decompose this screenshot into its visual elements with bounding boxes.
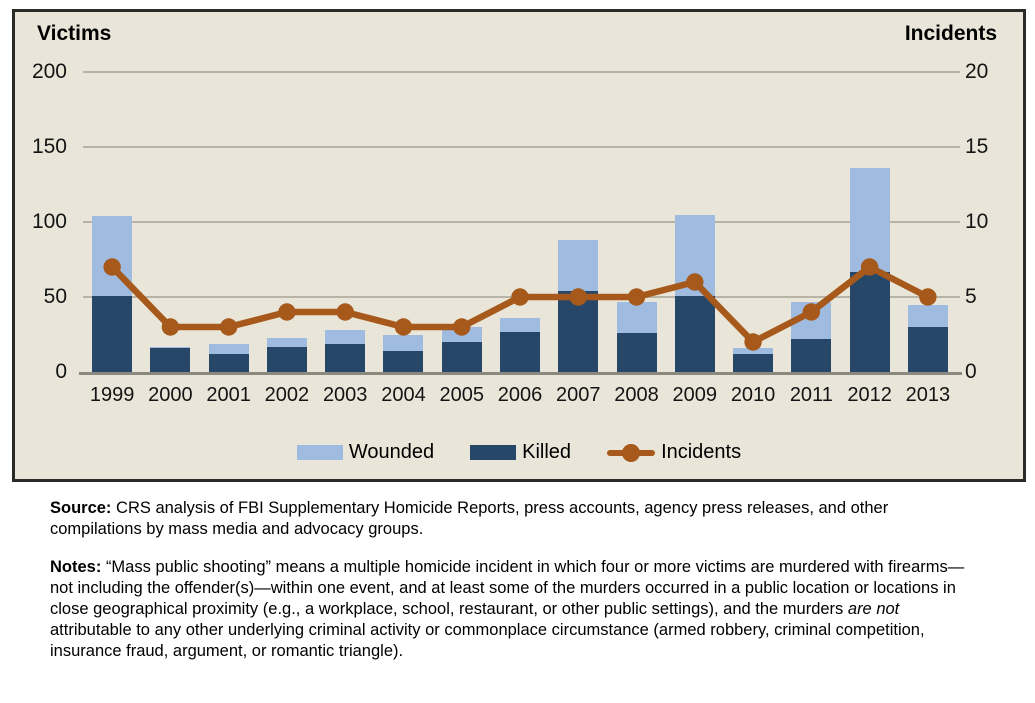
- bar-wounded-2002: [266, 337, 307, 347]
- left-tick-100: 100: [31, 210, 67, 233]
- gridline-150: [83, 146, 960, 148]
- chart-legend: Wounded Killed Incidents: [15, 441, 1023, 464]
- bar-killed-2004: [383, 351, 424, 372]
- x-label-2010: 2010: [730, 384, 776, 406]
- bar-killed-2008: [616, 333, 657, 372]
- legend-label-incidents: Incidents: [661, 441, 742, 463]
- left-tick-50: 50: [43, 285, 67, 308]
- x-label-1999: 1999: [89, 384, 135, 406]
- x-label-2012: 2012: [847, 384, 892, 406]
- right-tick-0: 0: [965, 360, 977, 383]
- x-label-2003: 2003: [322, 384, 368, 406]
- bar-killed-2012: [849, 271, 890, 372]
- bar-killed-1999: [92, 295, 133, 372]
- source-note: Source: CRS analysis of FBI Supplementar…: [50, 498, 982, 540]
- incidents-point-2001: [219, 318, 238, 336]
- incidents-point-2006: [511, 288, 529, 306]
- incidents-line-marker: [607, 443, 656, 462]
- incidents-point-2003: [336, 303, 354, 321]
- right-tick-10: 10: [965, 210, 989, 233]
- right-axis-title: Incidents: [904, 22, 997, 45]
- right-tick-20: 20: [965, 60, 989, 83]
- incidents-point-2010: [744, 333, 762, 351]
- incidents-point-2009: [686, 273, 704, 291]
- x-axis-line: [79, 371, 962, 375]
- x-label-2002: 2002: [264, 384, 310, 406]
- legend-item-incidents: Incidents: [607, 441, 741, 464]
- right-tick-5: 5: [965, 285, 977, 308]
- killed-swatch: [470, 445, 517, 460]
- bar-killed-2003: [325, 343, 366, 372]
- wounded-swatch: [296, 445, 343, 460]
- bar-killed-2013: [907, 327, 948, 372]
- incidents-point-2004: [394, 318, 413, 336]
- source-label: Source:: [50, 499, 112, 517]
- bar-wounded-2004: [383, 334, 424, 351]
- notes-text-1: “Mass public shooting” means a multiple …: [50, 558, 965, 618]
- left-tick-150: 150: [31, 135, 67, 158]
- notes-text-italic: are not: [847, 600, 900, 618]
- gridline-100: [83, 221, 960, 223]
- left-axis-title: Victims: [37, 22, 112, 45]
- bar-killed-2001: [208, 354, 249, 372]
- x-label-2000: 2000: [148, 384, 193, 406]
- right-tick-15: 15: [965, 135, 989, 158]
- bar-wounded-2006: [500, 318, 540, 332]
- plot-area: 0 50 100 150 200 0 5 10 15 20 1999 2000 2001 2002 2003…: [15, 12, 1023, 479]
- legend-item-killed: Killed: [470, 441, 571, 464]
- bar-wounded-2010: [733, 348, 774, 354]
- notes-text-2: attributable to any other underlying cri…: [50, 621, 925, 660]
- x-label-2011: 2011: [789, 384, 833, 406]
- x-label-2004: 2004: [381, 384, 426, 406]
- x-label-2001: 2001: [206, 384, 251, 406]
- x-label-2013: 2013: [905, 384, 951, 406]
- bar-wounded-2012: [849, 168, 890, 272]
- chart-panel: Victims Incidents 0 50 100 150 200 0 5 10 15 20 19…: [12, 9, 1026, 482]
- bar-wounded-2003: [325, 330, 366, 344]
- incidents-point-2013: [919, 288, 937, 306]
- incidents-point-2011: [802, 303, 821, 321]
- notes-label: Notes:: [50, 558, 102, 576]
- left-tick-0: 0: [55, 360, 67, 383]
- incidents-point-2002: [278, 303, 296, 321]
- incidents-point-2005: [453, 318, 471, 336]
- legend-line-dot: [622, 443, 641, 462]
- incidents-point-2008: [627, 288, 646, 306]
- bar-killed-2006: [500, 331, 540, 372]
- bar-killed-2005: [441, 342, 482, 372]
- x-label-2006: 2006: [497, 384, 543, 406]
- incidents-point-2012: [860, 258, 879, 276]
- bar-wounded-2013: [907, 304, 948, 327]
- incidents-point-2007: [569, 288, 587, 306]
- bar-killed-2009: [674, 295, 715, 372]
- bar-wounded-2001: [208, 343, 249, 354]
- x-label-2005: 2005: [439, 384, 484, 406]
- bar-wounded-2007: [558, 240, 599, 291]
- gridline-200: [83, 71, 960, 73]
- source-text: CRS analysis of FBI Supplementary Homici…: [50, 499, 889, 538]
- bar-killed-2000: [150, 348, 191, 372]
- incidents-point-2000: [161, 318, 180, 336]
- x-label-2008: 2008: [614, 384, 659, 406]
- incidents-point-1999: [103, 258, 121, 276]
- x-label-2007: 2007: [556, 384, 601, 406]
- bar-wounded-2000: [150, 346, 191, 348]
- legend-item-wounded: Wounded: [296, 441, 435, 464]
- bar-wounded-2008: [616, 301, 657, 333]
- bar-killed-2011: [791, 339, 832, 372]
- bar-killed-2010: [733, 354, 774, 372]
- bar-killed-2002: [266, 346, 307, 372]
- notes: Notes: “Mass public shooting” means a mu…: [50, 557, 982, 662]
- legend-label-wounded: Wounded: [348, 441, 435, 463]
- x-label-2009: 2009: [672, 384, 718, 406]
- left-tick-200: 200: [31, 60, 67, 83]
- incidents-line-series: [103, 258, 937, 351]
- legend-label-killed: Killed: [522, 441, 572, 463]
